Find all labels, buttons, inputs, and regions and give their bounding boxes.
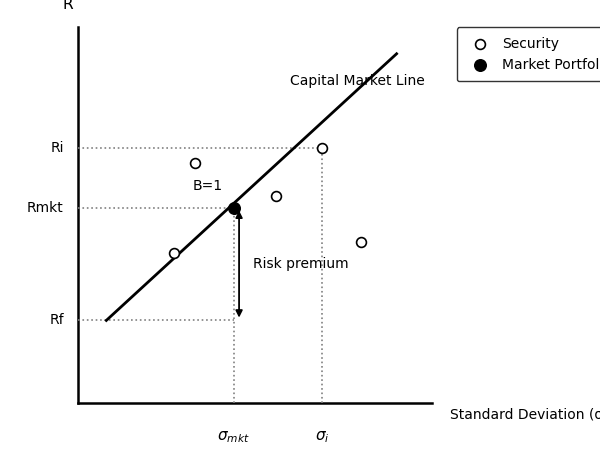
Point (317, 144, 327, 151)
Point (229, 204, 239, 212)
Text: Standard Deviation (σ): Standard Deviation (σ) (450, 407, 600, 421)
Point (190, 159, 200, 166)
Text: Risk premium: Risk premium (253, 257, 349, 271)
Text: $\sigma_{i}$: $\sigma_{i}$ (315, 429, 329, 445)
Point (271, 193, 281, 200)
Text: Rf: Rf (49, 313, 64, 327)
Legend: Security, Market Portfolio: Security, Market Portfolio (457, 27, 600, 82)
Text: B=1: B=1 (193, 179, 223, 193)
Text: R: R (62, 0, 73, 12)
Text: Capital Market Line: Capital Market Line (290, 74, 425, 87)
Text: Ri: Ri (50, 141, 64, 155)
Point (356, 238, 366, 245)
Text: Rmkt: Rmkt (27, 201, 64, 215)
Text: $\sigma_{mkt}$: $\sigma_{mkt}$ (217, 429, 250, 445)
Point (169, 249, 178, 256)
